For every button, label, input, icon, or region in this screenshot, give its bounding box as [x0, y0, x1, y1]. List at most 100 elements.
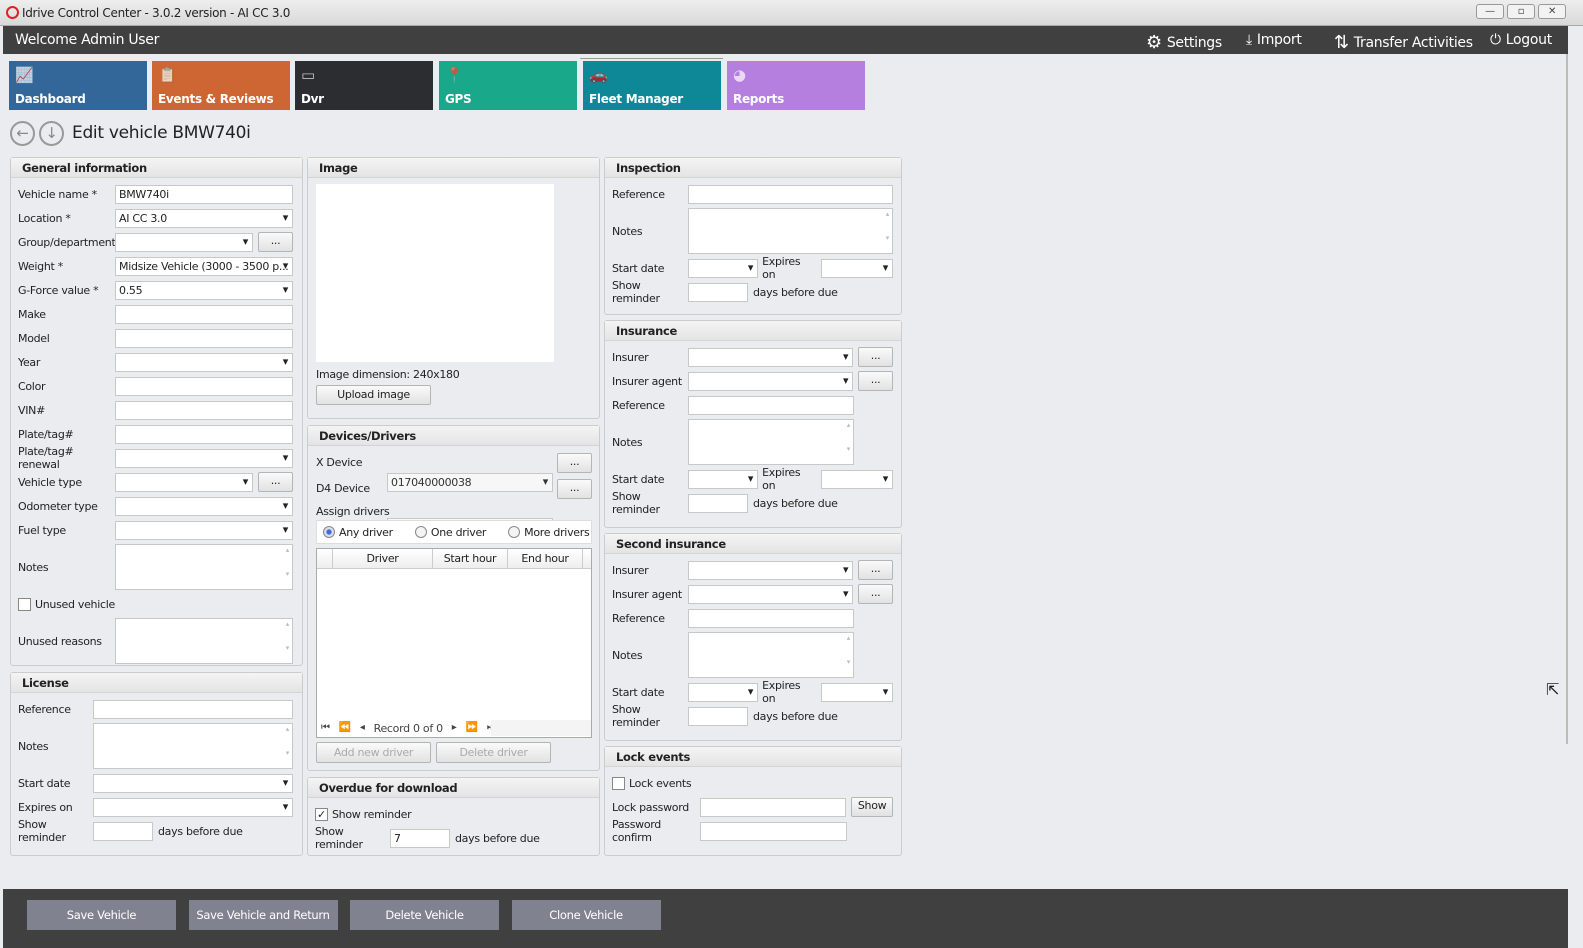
- color-input[interactable]: [115, 376, 293, 396]
- weight-select[interactable]: Midsize Vehicle (3000 - 3500 p...: [115, 256, 293, 276]
- column-start-hour[interactable]: Start hour: [433, 549, 508, 568]
- logout-link[interactable]: ⏻ Logout: [1490, 32, 1552, 48]
- tile-dvr[interactable]: ▭ Dvr: [295, 61, 433, 110]
- panel-title: License: [11, 673, 302, 693]
- vehicle-image[interactable]: [316, 184, 554, 362]
- insurer-agent-more-button[interactable]: ...: [858, 584, 893, 604]
- tile-gps[interactable]: 📍 GPS: [439, 61, 577, 110]
- reference-input[interactable]: [688, 184, 893, 204]
- plate-tag-input[interactable]: [115, 424, 293, 444]
- insurer-agent-select[interactable]: [688, 584, 854, 604]
- down-arrow-icon[interactable]: ↓: [39, 121, 64, 146]
- reminder-days-input[interactable]: [688, 282, 748, 302]
- insurer-select[interactable]: [688, 560, 854, 580]
- vehicle-name-input[interactable]: BMW740i: [115, 184, 293, 204]
- start-date-select[interactable]: [688, 469, 759, 489]
- fuel-type-select[interactable]: [115, 520, 293, 540]
- form-row: Show reminder 7 days before due: [315, 825, 591, 851]
- transfer-activities-link[interactable]: ⇅ Transfer Activities: [1334, 32, 1473, 53]
- form-row: Group/department...: [18, 230, 294, 254]
- expires-on-select[interactable]: [820, 258, 893, 278]
- reference-input[interactable]: [688, 608, 854, 628]
- notes-textarea[interactable]: [93, 723, 293, 769]
- horizontal-scrollbar[interactable]: [491, 720, 591, 736]
- x-device-more-button[interactable]: ...: [557, 453, 592, 473]
- unused-reasons-textarea[interactable]: [115, 618, 293, 664]
- save-vehicle-button[interactable]: Save Vehicle: [27, 900, 176, 930]
- delete-driver-button[interactable]: Delete driver: [436, 742, 551, 763]
- reference-input[interactable]: [93, 699, 293, 719]
- group-department-more-button[interactable]: ...: [258, 232, 293, 252]
- column-end-hour[interactable]: End hour: [508, 549, 583, 568]
- next-record-button[interactable]: ▸: [451, 722, 457, 733]
- vin-input[interactable]: [115, 400, 293, 420]
- insurer-select[interactable]: [688, 347, 854, 367]
- save-vehicle-and-return-button[interactable]: Save Vehicle and Return: [188, 900, 338, 930]
- prev-page-button[interactable]: ⏪: [338, 722, 351, 733]
- maximize-button[interactable]: ▫: [1507, 4, 1535, 19]
- panel-title: Insurance: [605, 321, 901, 341]
- start-date-select[interactable]: [93, 773, 293, 793]
- insurer-agent-select[interactable]: [688, 371, 854, 391]
- insurer-more-button[interactable]: ...: [858, 560, 893, 580]
- model-input[interactable]: [115, 328, 293, 348]
- column-driver[interactable]: Driver: [333, 549, 433, 568]
- expires-on-select[interactable]: [820, 469, 893, 489]
- reminder-days-input[interactable]: [93, 821, 153, 841]
- year-select[interactable]: [115, 352, 293, 372]
- plate-tag-renewal-select[interactable]: [115, 448, 293, 468]
- reminder-days-input[interactable]: [688, 706, 748, 726]
- upload-image-button[interactable]: Upload image: [316, 385, 431, 405]
- next-page-button[interactable]: ⏩: [465, 722, 478, 733]
- settings-link[interactable]: ⚙ Settings: [1146, 32, 1222, 53]
- form-row: Reference: [612, 182, 893, 206]
- radio-more-drivers[interactable]: More drivers: [508, 526, 590, 539]
- back-icon[interactable]: ←: [10, 121, 35, 146]
- close-button[interactable]: ✕: [1538, 4, 1566, 19]
- insurer-agent-more-button[interactable]: ...: [858, 371, 893, 391]
- notes-textarea[interactable]: [688, 419, 854, 465]
- odometer-type-select[interactable]: [115, 496, 293, 516]
- g-force-value-select[interactable]: 0.55: [115, 280, 293, 300]
- delete-vehicle-button[interactable]: Delete Vehicle: [350, 900, 499, 930]
- show-reminder-checkbox[interactable]: ✓ Show reminder: [315, 807, 412, 821]
- form-row: Show reminder days before due: [612, 703, 893, 729]
- radio-any-driver[interactable]: Any driver: [323, 526, 393, 539]
- tile-fleet-manager[interactable]: 🚗 Fleet Manager: [583, 61, 721, 110]
- lock-events-checkbox[interactable]: Lock events: [612, 776, 692, 790]
- radio-one-driver[interactable]: One driver: [414, 526, 486, 539]
- tile-events-reviews[interactable]: 📋 Events & Reviews: [152, 61, 290, 110]
- password-confirm-input[interactable]: [700, 821, 847, 841]
- start-date-select[interactable]: [688, 258, 759, 278]
- minimize-button[interactable]: —: [1476, 4, 1504, 19]
- lock-password-show-button[interactable]: Show: [851, 797, 893, 817]
- group-department-select[interactable]: [115, 232, 253, 252]
- tile-label: Fleet Manager: [589, 92, 683, 106]
- x-device-select[interactable]: 017040000038: [387, 473, 553, 492]
- start-date-select[interactable]: [688, 682, 759, 702]
- tile-dashboard[interactable]: 📈 Dashboard: [9, 61, 147, 110]
- add-new-driver-button[interactable]: Add new driver: [316, 742, 431, 763]
- unused-vehicle-checkbox[interactable]: Unused vehicle: [18, 597, 115, 611]
- reference-input[interactable]: [688, 395, 854, 415]
- lock-password-input[interactable]: [700, 797, 847, 817]
- import-link[interactable]: ⤓ Import: [1246, 32, 1302, 48]
- make-input[interactable]: [115, 304, 293, 324]
- expires-on-select[interactable]: [93, 797, 293, 817]
- insurer-more-button[interactable]: ...: [858, 347, 893, 367]
- notes-textarea[interactable]: [688, 208, 893, 254]
- vehicle-type-select[interactable]: [115, 472, 253, 492]
- reminder-days-input[interactable]: [688, 493, 748, 513]
- location-select[interactable]: AI CC 3.0: [115, 208, 293, 228]
- first-record-button[interactable]: ⏮: [321, 722, 330, 733]
- tile-reports[interactable]: ◕ Reports: [727, 61, 865, 110]
- clone-vehicle-button[interactable]: Clone Vehicle: [511, 900, 661, 930]
- notes-textarea[interactable]: [688, 632, 854, 678]
- model-label: Model: [18, 331, 50, 345]
- vehicle-type-more-button[interactable]: ...: [258, 472, 293, 492]
- d4-device-more-button[interactable]: ...: [557, 479, 592, 499]
- notes-textarea[interactable]: [115, 544, 293, 590]
- reminder-days-input[interactable]: 7: [390, 828, 450, 848]
- expires-on-select[interactable]: [820, 682, 893, 702]
- prev-record-button[interactable]: ◂: [359, 722, 365, 733]
